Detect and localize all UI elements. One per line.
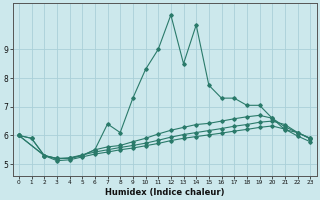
X-axis label: Humidex (Indice chaleur): Humidex (Indice chaleur) — [105, 188, 224, 197]
